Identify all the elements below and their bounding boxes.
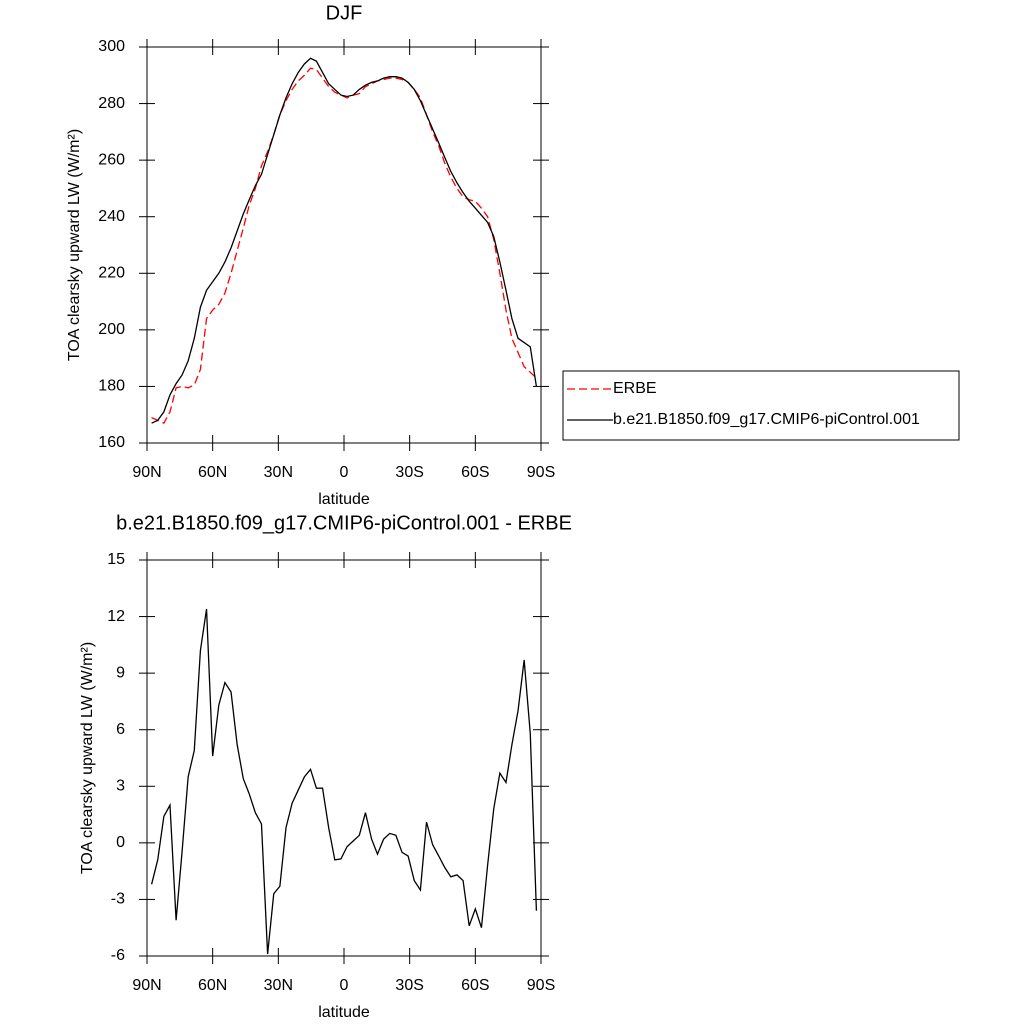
x-tick-label: 0 <box>340 464 349 481</box>
y-tick-label: 240 <box>98 208 125 225</box>
y-tick-label: 12 <box>107 608 125 625</box>
chart-title: b.e21.B1850.f09_g17.CMIP6-piControl.001 … <box>116 512 572 534</box>
x-tick-label: 30N <box>264 464 293 481</box>
legend-label: ERBE <box>613 380 657 397</box>
data-line <box>151 57 538 424</box>
y-axis-label: TOA clearsky upward LW (W/m²) <box>79 642 96 874</box>
x-tick-label: 90S <box>527 464 555 481</box>
y-tick-label: 0 <box>116 834 125 851</box>
x-tick-label: 90N <box>132 977 161 994</box>
x-tick-label: 30S <box>395 977 423 994</box>
legend-label: b.e21.B1850.f09_g17.CMIP6-piControl.001 <box>613 411 920 428</box>
y-axis-label: TOA clearsky upward LW (W/m²) <box>66 129 83 361</box>
y-tick-label: 220 <box>98 265 125 282</box>
x-tick-label: 60S <box>461 464 489 481</box>
x-tick-label: 60N <box>198 977 227 994</box>
y-tick-label: 160 <box>98 434 125 451</box>
plot-frame <box>146 46 542 444</box>
plot-frame <box>146 559 542 957</box>
y-tick-label: 260 <box>98 151 125 168</box>
y-tick-label: 180 <box>98 378 125 395</box>
y-tick-label: 9 <box>116 664 125 681</box>
x-axis-label: latitude <box>318 1004 370 1021</box>
chart-title: DJF <box>326 2 363 24</box>
y-tick-label: 15 <box>107 551 125 568</box>
y-tick-label: 200 <box>98 321 125 338</box>
x-tick-label: 0 <box>340 977 349 994</box>
y-tick-label: -6 <box>111 947 125 964</box>
data-line <box>150 608 538 955</box>
y-tick-label: 300 <box>98 38 125 55</box>
x-axis-label: latitude <box>318 491 370 508</box>
x-tick-label: 90N <box>132 464 161 481</box>
x-tick-label: 60S <box>461 977 489 994</box>
legend-box <box>562 370 960 441</box>
x-tick-label: 30S <box>395 464 423 481</box>
data-line <box>151 67 537 425</box>
y-tick-label: 3 <box>116 778 125 795</box>
x-tick-label: 90S <box>527 977 555 994</box>
x-tick-label: 30N <box>264 977 293 994</box>
y-tick-label: -3 <box>111 891 125 908</box>
y-tick-label: 280 <box>98 95 125 112</box>
y-tick-label: 6 <box>116 721 125 738</box>
x-tick-label: 60N <box>198 464 227 481</box>
